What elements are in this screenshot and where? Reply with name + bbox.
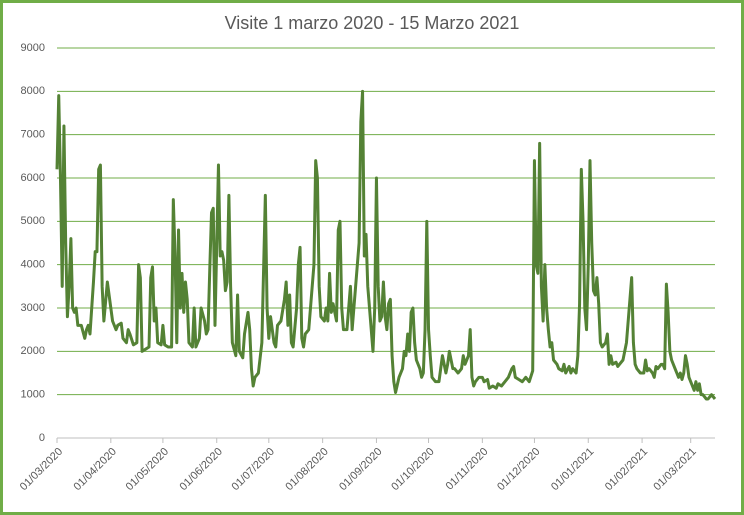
y-tick-label: 6000 xyxy=(21,172,45,184)
data-line xyxy=(55,89,717,401)
chart-title: Visite 1 marzo 2020 - 15 Marzo 2021 xyxy=(225,13,520,33)
y-tick-label: 3000 xyxy=(21,302,45,314)
y-tick-label: 5000 xyxy=(21,215,45,227)
y-tick-label: 8000 xyxy=(21,85,45,97)
y-tick-label: 0 xyxy=(39,432,45,444)
y-tick-label: 7000 xyxy=(21,129,45,141)
y-tick-label: 4000 xyxy=(21,259,45,271)
y-tick-label: 2000 xyxy=(21,345,45,357)
y-tick-label: 1000 xyxy=(21,389,45,401)
y-tick-label: 9000 xyxy=(21,42,45,54)
